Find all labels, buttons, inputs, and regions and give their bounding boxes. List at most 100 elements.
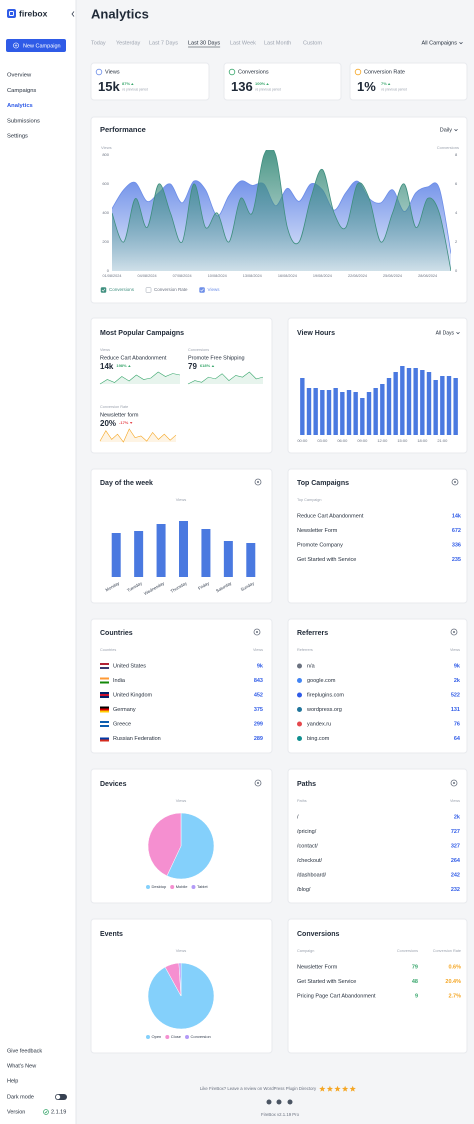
y2-axis-label: Conversions	[437, 145, 459, 150]
row-label: Newsletter Form	[297, 528, 338, 534]
legend-dot	[185, 1035, 190, 1039]
range-tab[interactable]: Last 7 Days	[149, 40, 178, 46]
settings-icon[interactable]	[451, 478, 459, 486]
bar	[179, 521, 188, 577]
row-value: 2k	[454, 678, 461, 684]
flag	[100, 710, 109, 713]
column-header: Top Campaign	[297, 498, 321, 502]
interval-select[interactable]: Daily	[440, 127, 452, 133]
stat-icon	[228, 68, 236, 76]
arrow-up	[266, 83, 269, 85]
legend-checkbox[interactable]	[100, 287, 107, 293]
legend-dot	[165, 1035, 170, 1039]
stat-value: 1%	[357, 79, 376, 94]
card	[90, 618, 273, 754]
social-icon[interactable]	[276, 1099, 282, 1105]
range-tab[interactable]: Custom	[303, 40, 322, 46]
flag	[100, 708, 109, 711]
bar	[360, 398, 365, 435]
nav-item[interactable]: Settings	[7, 134, 28, 140]
legend-dot	[191, 885, 196, 889]
arrow-up	[211, 365, 215, 367]
nav-item[interactable]: Campaigns	[7, 88, 36, 94]
legend-checkbox[interactable]	[199, 287, 205, 293]
range-tab[interactable]: Last Week	[230, 40, 256, 46]
nav-item[interactable]: Overview	[7, 73, 32, 79]
x-tick-label: 03:00	[317, 438, 328, 443]
sidebar-link[interactable]: Help	[7, 1078, 18, 1084]
x-tick-label: 16/08/2024	[278, 274, 297, 278]
settings-icon-center	[257, 782, 259, 784]
bar	[446, 376, 452, 435]
collapse-icon[interactable]	[71, 11, 75, 17]
legend-checkbox[interactable]	[145, 287, 152, 293]
sparkline-area	[188, 372, 263, 384]
metric-label: Conversions	[188, 348, 209, 352]
nav-item[interactable]: Submissions	[7, 118, 40, 124]
legend-label[interactable]: Conversions	[109, 287, 135, 292]
x-tick-label: 25/08/2024	[383, 274, 402, 278]
sidebar-link[interactable]: Give feedback	[7, 1048, 42, 1054]
social-icon[interactable]	[266, 1099, 272, 1105]
range-tab[interactable]: Last 30 Days	[188, 40, 220, 46]
y2-tick-label: 8	[455, 152, 458, 157]
bar	[393, 372, 398, 435]
range-tab[interactable]: Yesterday	[116, 40, 141, 46]
new-campaign-button[interactable]	[6, 39, 66, 52]
day-filter[interactable]: All Days	[436, 330, 455, 336]
settings-icon[interactable]	[254, 779, 262, 787]
card	[287, 468, 468, 604]
legend-label: Desktop	[152, 884, 167, 889]
bar	[111, 533, 121, 577]
legend-label[interactable]: Conversion Rate	[154, 287, 188, 292]
row-value: 242	[451, 872, 460, 878]
nav-item[interactable]: Analytics	[7, 103, 33, 109]
flag	[100, 679, 109, 682]
row-value: 672	[452, 528, 461, 534]
legend-label[interactable]: Views	[208, 287, 221, 292]
referrer-icon	[297, 663, 302, 669]
legend-dot	[170, 885, 175, 889]
bar	[380, 384, 385, 435]
arrow-down	[129, 422, 133, 424]
campaign-value: 79	[188, 362, 197, 371]
card-title: Top Campaigns	[297, 480, 349, 487]
bar	[333, 388, 338, 435]
column-header: Views	[253, 648, 263, 652]
card	[90, 62, 210, 101]
y2-tick-label: 2	[455, 239, 458, 244]
settings-icon[interactable]	[450, 779, 458, 787]
row-value: 131	[451, 707, 460, 713]
button-label[interactable]: New Campaign	[23, 43, 61, 49]
row-label: /pricing/	[297, 829, 317, 835]
bar	[134, 531, 144, 577]
bar	[246, 543, 256, 577]
flag	[100, 681, 109, 684]
sidebar-link[interactable]: What's New	[7, 1063, 36, 1069]
card-title: View Hours	[297, 330, 335, 337]
settings-icon[interactable]	[450, 628, 458, 636]
settings-icon[interactable]	[253, 628, 261, 636]
bar	[340, 392, 345, 435]
y-tick-label: 400	[102, 210, 109, 215]
card	[287, 768, 468, 904]
version: 2.1.19	[51, 1109, 66, 1115]
social-icon[interactable]	[287, 1099, 293, 1105]
review-prompt[interactable]: Like FireBox? Leave a review on WordPres…	[200, 1086, 317, 1091]
logo-inner	[9, 11, 14, 16]
rating-star	[341, 1085, 349, 1092]
campaign-filter[interactable]: All Campaigns	[422, 40, 458, 46]
flag	[100, 706, 109, 709]
row-value: 76	[454, 721, 460, 727]
settings-icon[interactable]	[254, 478, 262, 486]
card	[223, 62, 342, 101]
stat-note: vs previous period	[255, 87, 281, 91]
bar	[366, 392, 372, 435]
row-label: United Kingdom	[113, 692, 153, 698]
row-value: 289	[254, 736, 263, 742]
y2-tick-label: 0	[455, 268, 458, 273]
range-tab[interactable]: Last Month	[264, 40, 291, 46]
pie-slice	[178, 962, 182, 997]
range-tab[interactable]: Today	[91, 40, 106, 46]
plus-icon	[13, 42, 19, 49]
